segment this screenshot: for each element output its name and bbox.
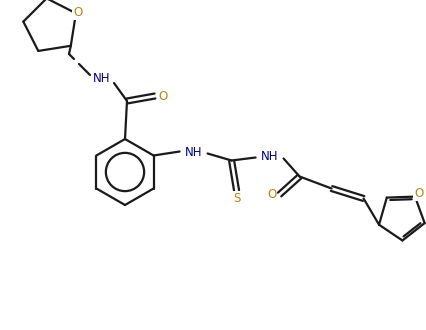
Text: O: O	[158, 89, 167, 103]
Text: O: O	[267, 188, 276, 201]
Text: S: S	[233, 192, 240, 205]
Text: NH: NH	[185, 146, 202, 159]
Text: NH: NH	[261, 150, 278, 163]
Text: O: O	[414, 187, 423, 200]
Text: NH: NH	[93, 73, 111, 85]
Text: O: O	[73, 6, 83, 19]
